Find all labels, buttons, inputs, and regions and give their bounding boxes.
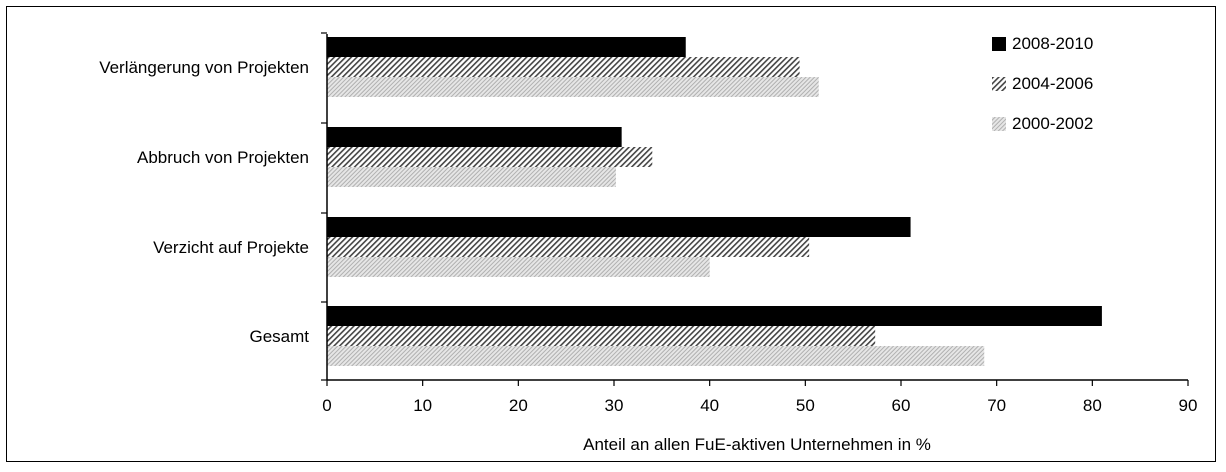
x-tick-label: 10 [413, 396, 432, 415]
bar-2000-2002-2 [327, 167, 616, 187]
bar-2004-2006-2 [327, 147, 653, 167]
bar-2008-2010-4 [327, 306, 1102, 326]
y-category-label: Gesamt [249, 327, 309, 346]
y-category-label: Abbruch von Projekten [137, 148, 309, 167]
y-category-label: Verzicht auf Projekte [153, 238, 309, 257]
x-tick-label: 90 [1179, 396, 1198, 415]
axes-group [326, 34, 1188, 381]
bar-2000-2002-1 [327, 77, 819, 97]
x-tick-label: 40 [700, 396, 719, 415]
bars-group [327, 37, 1102, 366]
legend-label-2008-2010: 2008-2010 [1012, 34, 1093, 53]
bar-2000-2002-4 [327, 346, 985, 366]
bar-2004-2006-1 [327, 57, 800, 77]
legend: 2008-2010 2004-2006 2000-2002 [992, 34, 1093, 133]
x-axis-label: Anteil an allen FuE-aktiven Unternehmen … [583, 435, 931, 454]
x-ticks-group: 0 10 20 30 40 50 60 70 80 90 [322, 380, 1197, 415]
x-tick-label: 0 [322, 396, 331, 415]
legend-swatch-2008-2010 [992, 37, 1006, 51]
bar-2004-2006-4 [327, 326, 876, 346]
bar-2004-2006-3 [327, 237, 810, 257]
legend-label-2004-2006: 2004-2006 [1012, 74, 1093, 93]
x-tick-label: 20 [509, 396, 528, 415]
legend-swatch-2000-2002 [992, 117, 1006, 131]
bar-2008-2010-2 [327, 127, 622, 147]
x-tick-label: 30 [605, 396, 624, 415]
x-tick-label: 80 [1083, 396, 1102, 415]
x-tick-label: 70 [987, 396, 1006, 415]
legend-swatch-2004-2006 [992, 77, 1006, 91]
bar-2000-2002-3 [327, 257, 710, 277]
bar-2008-2010-3 [327, 217, 911, 237]
y-labels-group: Verlängerung von Projekten Abbruch von Pr… [99, 32, 327, 381]
x-tick-label: 60 [892, 396, 911, 415]
legend-label-2000-2002: 2000-2002 [1012, 114, 1093, 133]
x-tick-label: 50 [796, 396, 815, 415]
y-category-label: Verlängerung von Projekten [99, 58, 309, 77]
bar-2008-2010-1 [327, 37, 686, 57]
